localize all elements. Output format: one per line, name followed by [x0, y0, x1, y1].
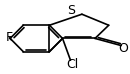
- Text: O: O: [118, 42, 128, 55]
- Text: F: F: [5, 30, 12, 44]
- Text: Cl: Cl: [66, 58, 78, 71]
- Text: S: S: [67, 4, 75, 17]
